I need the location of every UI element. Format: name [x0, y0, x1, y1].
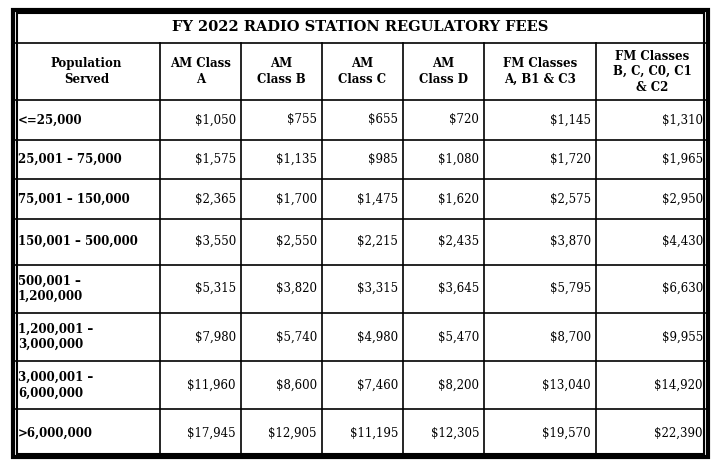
Text: $6,630: $6,630	[662, 282, 703, 295]
Text: $12,905: $12,905	[268, 426, 317, 439]
Text: FM Classes
B, C, C0, C1
& C2: FM Classes B, C, C0, C1 & C2	[613, 50, 691, 93]
Text: 150,001 – 500,000: 150,001 – 500,000	[18, 235, 138, 248]
Text: $2,575: $2,575	[550, 192, 591, 205]
Text: $11,960: $11,960	[187, 379, 236, 392]
Text: $2,365: $2,365	[195, 192, 236, 205]
Text: $2,435: $2,435	[438, 235, 479, 248]
Text: $11,195: $11,195	[350, 426, 398, 439]
Text: $1,310: $1,310	[662, 113, 703, 127]
Text: 3,000,001 –
6,000,000: 3,000,001 – 6,000,000	[18, 371, 93, 400]
Text: $7,460: $7,460	[357, 379, 398, 392]
Text: $7,980: $7,980	[195, 331, 236, 344]
Text: $1,720: $1,720	[550, 153, 591, 166]
Text: $1,700: $1,700	[275, 192, 317, 205]
Text: $13,040: $13,040	[542, 379, 591, 392]
Text: $1,475: $1,475	[357, 192, 398, 205]
Text: $1,965: $1,965	[662, 153, 703, 166]
Text: $3,550: $3,550	[195, 235, 236, 248]
Text: $3,870: $3,870	[550, 235, 591, 248]
Text: <=25,000: <=25,000	[18, 113, 83, 127]
Text: $5,470: $5,470	[438, 331, 479, 344]
Text: $8,200: $8,200	[438, 379, 479, 392]
Text: $1,145: $1,145	[550, 113, 591, 127]
Text: $3,645: $3,645	[438, 282, 479, 295]
Text: $5,795: $5,795	[549, 282, 591, 295]
Text: $2,950: $2,950	[662, 192, 703, 205]
Text: $8,700: $8,700	[550, 331, 591, 344]
Text: 75,001 – 150,000: 75,001 – 150,000	[18, 192, 130, 205]
Text: $1,575: $1,575	[195, 153, 236, 166]
Text: $1,135: $1,135	[276, 153, 317, 166]
Text: $12,305: $12,305	[430, 426, 479, 439]
Text: $4,430: $4,430	[662, 235, 703, 248]
Text: $3,820: $3,820	[276, 282, 317, 295]
Text: Population
Served: Population Served	[50, 57, 122, 86]
Text: 500,001 –
1,200,000: 500,001 – 1,200,000	[18, 275, 83, 303]
Text: $5,740: $5,740	[275, 331, 317, 344]
Text: $2,550: $2,550	[275, 235, 317, 248]
Text: $720: $720	[449, 113, 479, 127]
Text: $1,080: $1,080	[438, 153, 479, 166]
Text: FY 2022 RADIO STATION REGULATORY FEES: FY 2022 RADIO STATION REGULATORY FEES	[172, 20, 549, 34]
Text: $19,570: $19,570	[542, 426, 591, 439]
Text: $655: $655	[368, 113, 398, 127]
Text: >6,000,000: >6,000,000	[18, 426, 93, 439]
Text: $1,050: $1,050	[195, 113, 236, 127]
Text: $3,315: $3,315	[357, 282, 398, 295]
Text: FM Classes
A, B1 & C3: FM Classes A, B1 & C3	[503, 57, 578, 86]
Text: $2,215: $2,215	[357, 235, 398, 248]
Text: $9,955: $9,955	[662, 331, 703, 344]
Text: 25,001 – 75,000: 25,001 – 75,000	[18, 153, 122, 166]
Text: 1,200,001 –
3,000,000: 1,200,001 – 3,000,000	[18, 323, 93, 351]
Text: $17,945: $17,945	[187, 426, 236, 439]
Text: $4,980: $4,980	[357, 331, 398, 344]
Text: $22,390: $22,390	[655, 426, 703, 439]
Text: AM
Class D: AM Class D	[419, 57, 468, 86]
Text: AM
Class C: AM Class C	[338, 57, 386, 86]
Text: $5,315: $5,315	[195, 282, 236, 295]
Text: $8,600: $8,600	[275, 379, 317, 392]
Text: AM Class
A: AM Class A	[170, 57, 231, 86]
Text: $1,620: $1,620	[438, 192, 479, 205]
Text: AM
Class B: AM Class B	[257, 57, 306, 86]
Text: $14,920: $14,920	[655, 379, 703, 392]
Text: $755: $755	[287, 113, 317, 127]
Text: $985: $985	[368, 153, 398, 166]
